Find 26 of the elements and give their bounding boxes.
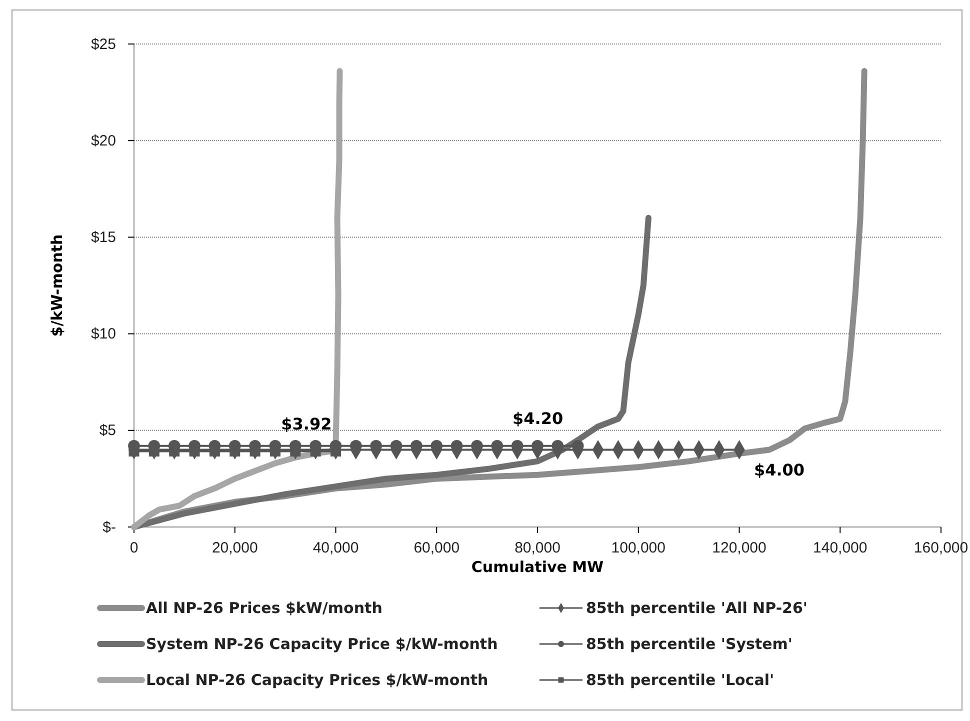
legend-label: 85th percentile 'System' bbox=[586, 635, 793, 653]
x-tick-label: 120,000 bbox=[712, 540, 766, 556]
y-tick-label: $10 bbox=[90, 326, 116, 343]
y-tick-label: $15 bbox=[90, 229, 116, 246]
y-tick-label: $- bbox=[102, 518, 116, 536]
annotation: $4.00 bbox=[754, 460, 805, 480]
legend-label: All NP-26 Prices $kW/month bbox=[146, 599, 382, 617]
legend-label: 85th percentile 'Local' bbox=[586, 671, 774, 689]
x-axis-title: Cumulative MW bbox=[471, 558, 604, 576]
y-axis-title: $/kW-month bbox=[48, 234, 66, 337]
annotation: $3.92 bbox=[281, 414, 332, 434]
y-tick-label: $25 bbox=[90, 36, 116, 53]
legend-label: 85th percentile 'All NP-26' bbox=[586, 599, 808, 617]
legend-label: Local NP-26 Capacity Prices $/kW-month bbox=[146, 671, 488, 689]
x-tick-label: 0 bbox=[130, 540, 138, 556]
y-tick-label: $20 bbox=[90, 132, 116, 150]
x-tick-label: 60,000 bbox=[414, 540, 460, 556]
x-tick-label: 160,000 bbox=[914, 540, 968, 556]
y-tick-label: $5 bbox=[99, 422, 116, 440]
legend-label: System NP-26 Capacity Price $/kW-month bbox=[146, 635, 498, 653]
x-tick-label: 140,000 bbox=[813, 540, 868, 556]
x-tick-label: 20,000 bbox=[212, 540, 258, 556]
annotation: $4.20 bbox=[512, 408, 564, 428]
x-tick-label: 100,000 bbox=[611, 540, 666, 556]
x-tick-label: 80,000 bbox=[514, 540, 560, 556]
x-tick-label: 40,000 bbox=[312, 540, 359, 556]
